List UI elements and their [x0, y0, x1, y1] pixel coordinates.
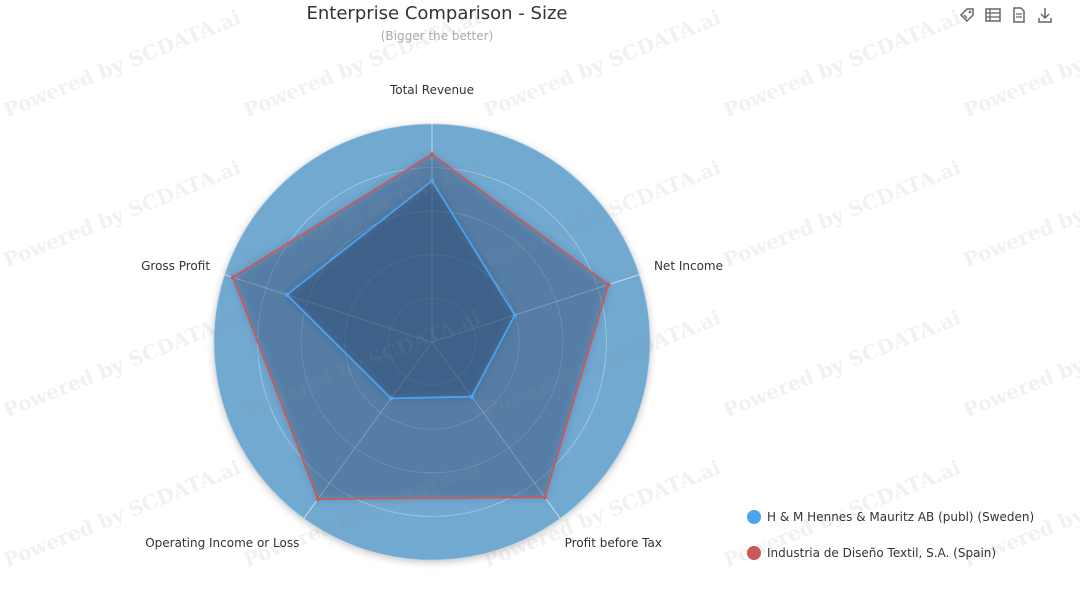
tag-icon[interactable]	[958, 6, 976, 24]
radar-indicator-label: Gross Profit	[141, 259, 210, 273]
radar-series-1	[284, 178, 518, 401]
radar-series-shadow	[286, 180, 515, 399]
radar-data-point[interactable]	[388, 396, 394, 401]
radar-series-area[interactable]	[285, 179, 516, 400]
radar-data-point[interactable]	[315, 496, 321, 502]
download-icon[interactable]	[1036, 6, 1054, 24]
radar-indicator-label: Operating Income or Loss	[145, 536, 299, 550]
legend-item-2[interactable]: Industria de Diseño Textil, S.A. (Spain)	[747, 544, 1034, 562]
chart-title: Enterprise Comparison - Size	[306, 3, 568, 24]
radar-indicator-label: Profit before Tax	[565, 536, 662, 550]
chart-toolbar	[958, 6, 1054, 24]
radar-data-point[interactable]	[429, 152, 435, 157]
data-view-icon[interactable]	[984, 6, 1002, 24]
document-icon[interactable]	[1010, 6, 1028, 24]
radar-series-group	[230, 152, 611, 502]
radar-indicator-labels: Total Revenue Net Income Profit before Tax…	[141, 83, 723, 550]
radar-data-point[interactable]	[606, 282, 611, 287]
radar-data-point[interactable]	[284, 292, 290, 298]
legend-item-1[interactable]: H & M Hennes & Mauritz AB (publ) (Sweden…	[747, 508, 1034, 526]
radar-data-point[interactable]	[469, 394, 474, 399]
radar-indicator-label: Net Income	[654, 259, 723, 273]
chart-legend: H & M Hennes & Mauritz AB (publ) (Sweden…	[747, 508, 1034, 580]
chart-subtitle: (Bigger the better)	[380, 29, 494, 43]
radar-data-point[interactable]	[512, 312, 518, 318]
radar-indicator-label: Total Revenue	[389, 83, 474, 97]
radar-data-point[interactable]	[230, 275, 236, 280]
legend-marker-icon	[747, 546, 761, 560]
radar-data-point[interactable]	[542, 495, 547, 500]
legend-label: H & M Hennes & Mauritz AB (publ) (Sweden…	[767, 510, 1035, 524]
radar-data-point[interactable]	[429, 178, 435, 183]
legend-label: Industria de Diseño Textil, S.A. (Spain)	[767, 546, 997, 560]
legend-marker-icon	[747, 510, 761, 524]
